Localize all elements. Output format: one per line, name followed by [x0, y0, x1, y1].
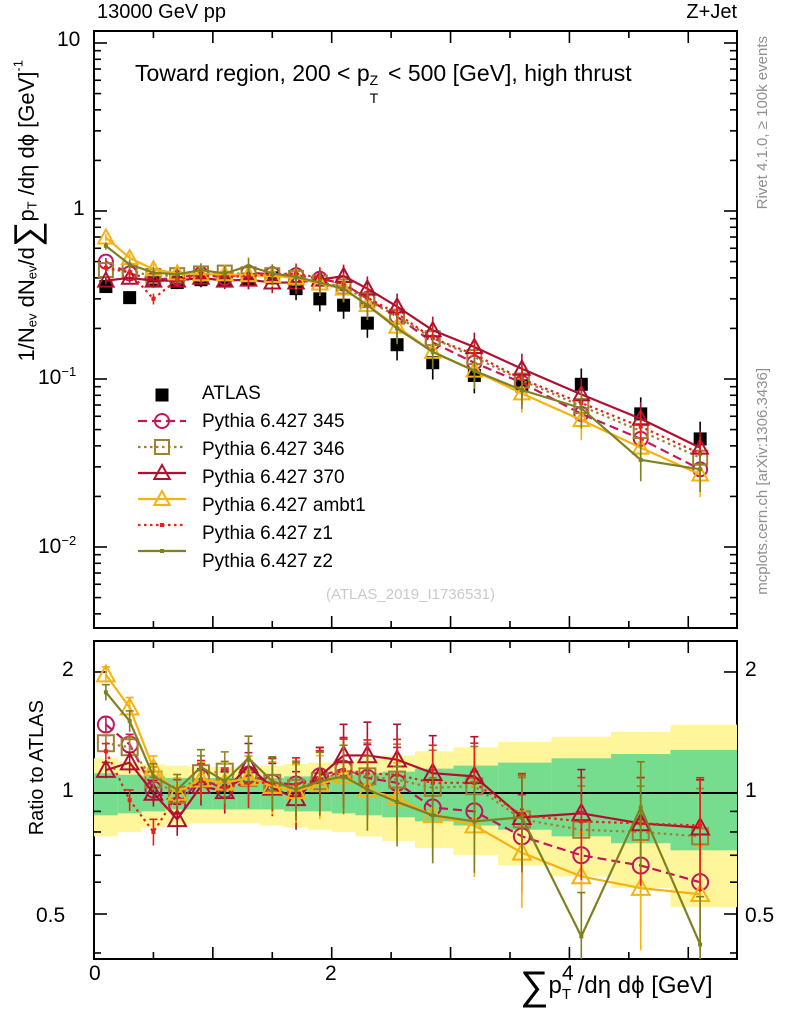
ratio-xtick-0: 0 — [89, 962, 101, 985]
legend-marker-1 — [154, 413, 170, 429]
header-left-label: 13000 GeV pp — [97, 1, 226, 23]
ratio-series-pythia-6-427-z2 — [101, 683, 705, 959]
ratio-ytick-2-right: 2 — [745, 658, 757, 681]
main-ytick-1e-2: 10−2 — [38, 533, 77, 558]
ratio-xtick-4: 4 — [562, 962, 574, 985]
main-ytick-1e-1: 10−1 — [38, 364, 77, 389]
ratio-ytick-1-right: 1 — [745, 779, 757, 802]
uncertainty-band-inner — [94, 773, 118, 816]
legend-marker-3 — [152, 462, 172, 480]
main-series-group — [96, 227, 710, 498]
ratio-y-axis-label: Ratio to ATLAS — [26, 700, 48, 836]
legend-marker-2 — [154, 439, 170, 455]
series-pythia-6-427-z2 — [103, 242, 703, 492]
legend-marker-5 — [160, 523, 164, 527]
plot-title-post: < 500 [GeV], high thrust — [381, 60, 632, 86]
legend-marker-0 — [155, 388, 169, 402]
mcplots-source-label: mcplots.cern.ch [arXiv:1306.3436] — [754, 368, 771, 595]
legend-marker-4 — [152, 488, 172, 506]
main-panel-frame — [93, 30, 738, 629]
ratio-ytick-1-left: 1 — [62, 779, 74, 802]
dataset-watermark: (ATLAS_2019_I1736531) — [326, 586, 496, 603]
rivet-version-label: Rivet 4.1.0, ≥ 100k events — [754, 36, 771, 210]
legend-label-ambt1: Pythia 6.427 ambt1 — [202, 495, 366, 516]
legend-label-atlas: ATLAS — [202, 383, 261, 404]
ratio-x-axis-label: ∑pT /dη dϕ [GeV] — [520, 964, 713, 1008]
ratio-series-group — [95, 663, 711, 959]
legend-marker-6 — [160, 549, 164, 553]
ratio-ytick-05-right: 0.5 — [745, 904, 775, 927]
legend-label-z1: Pythia 6.427 z1 — [202, 523, 333, 544]
legend-markers — [138, 388, 186, 553]
legend-label-370: Pythia 6.427 370 — [202, 467, 345, 488]
ratio-ytick-05-left: 0.5 — [36, 904, 66, 927]
plot-title-pre: Toward region, 200 < p — [135, 60, 370, 86]
legend-label-345: Pythia 6.427 345 — [202, 411, 345, 432]
main-ytick-1: 1 — [73, 197, 85, 220]
plot-title-sup: Z — [369, 72, 379, 88]
main-ytick-10: 10 — [57, 28, 81, 51]
ratio-xtick-2: 2 — [325, 962, 337, 985]
header-right-label: Z+Jet — [686, 1, 737, 23]
legend-label-346: Pythia 6.427 346 — [202, 439, 345, 460]
plot-title-sub: T — [369, 90, 379, 106]
ratio-ytick-2-left: 2 — [62, 658, 74, 681]
legend-label-z2: Pythia 6.427 z2 — [202, 551, 333, 572]
